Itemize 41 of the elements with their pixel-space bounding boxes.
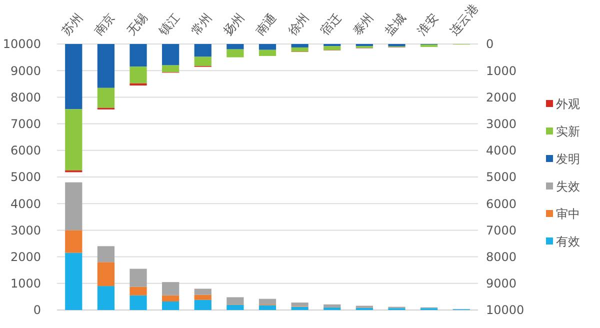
legend-label: 外观 bbox=[556, 97, 580, 112]
y2-tick-label: 9000 bbox=[486, 276, 517, 291]
legend-label: 实新 bbox=[556, 124, 580, 139]
legend-label: 发明 bbox=[556, 152, 580, 166]
x-tick-label: 南京 bbox=[92, 10, 118, 38]
y2-tick-label: 1000 bbox=[486, 64, 517, 78]
legend-label: 失效 bbox=[556, 180, 580, 194]
legend-label: 有效 bbox=[556, 234, 580, 249]
y-tick-label: 6000 bbox=[10, 144, 41, 158]
y2-tick-label: 4000 bbox=[486, 144, 517, 158]
x-tick-label: 盐城 bbox=[382, 10, 408, 38]
x-tick-label: 泰州 bbox=[350, 10, 376, 38]
x-tick-label: 南通 bbox=[253, 10, 280, 38]
y-tick-label: 0 bbox=[33, 303, 41, 318]
x-tick-label: 宿迁 bbox=[318, 10, 344, 38]
y2-tick-label: 5000 bbox=[486, 170, 517, 184]
y2-tick-label: 3000 bbox=[486, 117, 517, 131]
y-tick-label: 3000 bbox=[10, 223, 41, 238]
legend-label: 审中 bbox=[556, 207, 580, 222]
y-tick-label: 2000 bbox=[10, 250, 41, 264]
y2-tick-label: 6000 bbox=[486, 196, 517, 211]
y-tick-label: 4000 bbox=[10, 196, 41, 211]
y-tick-label: 9000 bbox=[10, 64, 41, 78]
x-tick-label: 扬州 bbox=[220, 10, 247, 38]
x-tick-label: 连云港 bbox=[446, 1, 481, 38]
x-tick-label: 无锡 bbox=[124, 10, 150, 38]
y-tick-label: 5000 bbox=[10, 170, 41, 184]
x-tick-label: 镇江 bbox=[156, 10, 182, 39]
y-tick-label: 1000 bbox=[10, 276, 41, 291]
x-tick-label: 徐州 bbox=[285, 10, 312, 38]
y-tick-label: 7000 bbox=[10, 117, 41, 131]
y2-tick-label: 2000 bbox=[486, 90, 517, 104]
x-tick-label: 常州 bbox=[188, 10, 215, 38]
x-tick-label: 苏州 bbox=[59, 10, 86, 38]
y2-tick-label: 8000 bbox=[486, 250, 517, 264]
y2-tick-label: 7000 bbox=[486, 223, 517, 238]
y2-tick-label: 0 bbox=[486, 37, 494, 52]
y-tick-label: 10000 bbox=[2, 37, 41, 52]
y-tick-label: 8000 bbox=[10, 90, 41, 104]
x-tick-label: 淮安 bbox=[414, 10, 441, 38]
y2-tick-label: 10000 bbox=[486, 303, 524, 318]
